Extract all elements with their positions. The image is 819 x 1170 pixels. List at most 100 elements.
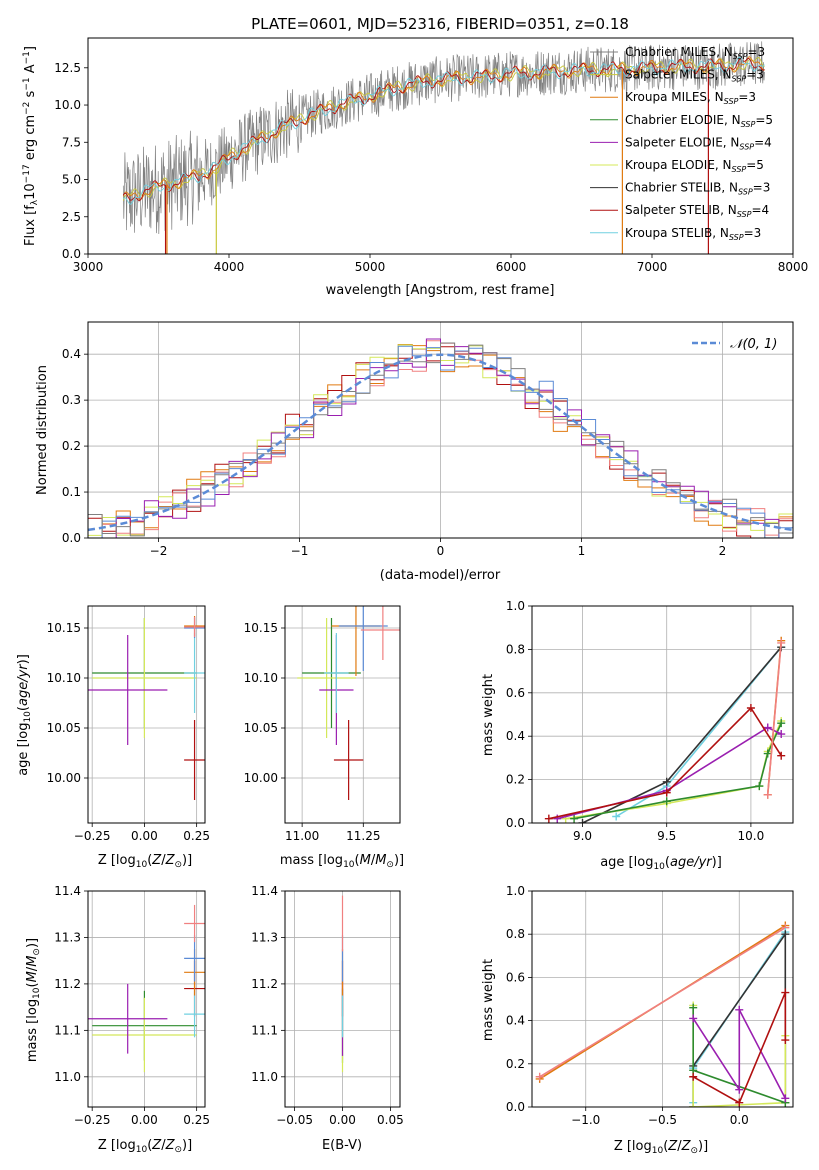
- plot-content: [122, 41, 765, 254]
- y-tick-label: 7.5: [62, 135, 81, 149]
- weight-marker: [763, 723, 772, 732]
- weight-series-line: [692, 1009, 787, 1099]
- weight-marker: [777, 719, 786, 728]
- x-tick-label: 0.00: [131, 829, 158, 843]
- y-tick-label: 0.3: [62, 393, 81, 407]
- y-tick-label: 11.0: [251, 1070, 278, 1084]
- weight-vs-age-xlabel: age [log10(age/yr)]: [600, 855, 722, 872]
- spectrum-panel: wavelength [Angstrom, rest frame] Flux […: [22, 37, 809, 298]
- axes-frame: [87, 605, 206, 824]
- plot-content: [88, 904, 205, 1073]
- y-tick-label: 11.1: [54, 1023, 81, 1037]
- weight-marker: [553, 814, 562, 823]
- y-tick-label: 10.00: [244, 771, 278, 785]
- axes-frame: [284, 605, 401, 824]
- age-vs-z-panel: −0.25 0.00 0.25 10.00 10.05 10.10 10.15 Z [log…: [16, 605, 210, 870]
- y-tick-label: 1.0: [506, 884, 525, 898]
- x-tick-label: 0.00: [329, 1113, 356, 1127]
- x-tick-label: −1.0: [571, 1113, 600, 1127]
- y-tick-label: 0.0: [506, 816, 525, 830]
- weight-marker: [735, 1085, 744, 1094]
- weight-marker: [781, 1036, 790, 1045]
- y-tick-label: 0.6: [506, 686, 525, 700]
- weight-vs-age-ylabel: mass weight: [481, 674, 496, 756]
- y-tick-label: 2.5: [62, 210, 81, 224]
- y-tick-label: 0.8: [506, 927, 525, 941]
- weight-marker: [781, 1094, 790, 1103]
- spectrum-xlabel: wavelength [Angstrom, rest frame]: [326, 283, 555, 298]
- y-tick-label: 0.4: [506, 729, 525, 743]
- y-tick-label: 10.05: [244, 721, 278, 735]
- weight-marker: [777, 730, 786, 739]
- weight-marker: [735, 1098, 744, 1107]
- weight-marker: [689, 1014, 698, 1023]
- y-tick-label: 0.2: [62, 439, 81, 453]
- y-tick-label: 5.0: [62, 173, 81, 187]
- weight-series-line: [557, 726, 782, 820]
- axes-frame: [284, 890, 401, 1108]
- weight-marker: [662, 788, 671, 797]
- y-tick-label: 0.8: [506, 642, 525, 656]
- plot-content: [88, 616, 205, 800]
- x-tick-label: 9.0: [573, 829, 592, 843]
- spectrum-model-line: [122, 57, 765, 201]
- y-tick-label: 11.4: [251, 884, 278, 898]
- y-tick-label: 0.0: [62, 247, 81, 261]
- x-tick-label: 6000: [496, 260, 527, 274]
- weight-vs-z-ylabel: mass weight: [481, 959, 496, 1041]
- y-tick-label: 10.00: [47, 771, 81, 785]
- weight-marker: [777, 751, 786, 760]
- x-tick-label: 4000: [214, 260, 245, 274]
- age-vs-z-xlabel: Z [log10(Z/Z⊙)]: [98, 853, 192, 870]
- weight-marker: [763, 790, 772, 799]
- x-tick-label: 0.25: [183, 829, 210, 843]
- y-tick-label: 10.10: [244, 671, 278, 685]
- x-tick-label: 11.00: [285, 829, 319, 843]
- weight-marker: [570, 814, 579, 823]
- mass-vs-z-xlabel: Z [log10(Z/Z⊙)]: [98, 1138, 192, 1155]
- weight-marker: [544, 814, 553, 823]
- figure-title: PLATE=0601, MJD=52316, FIBERID=0351, z=0…: [251, 15, 629, 33]
- age-vs-z-ylabel: age [log10(age/yr)]: [16, 654, 33, 776]
- weight-marker: [662, 797, 671, 806]
- weight-marker: [755, 782, 764, 791]
- y-tick-label: 0.0: [506, 1100, 525, 1114]
- residual-histogram: [88, 342, 793, 537]
- plot-content: [544, 636, 786, 823]
- axes-frame: [531, 605, 794, 824]
- weight-marker: [612, 812, 621, 821]
- legend-label: Salpeter STELIB, NSSP=4: [625, 203, 769, 219]
- x-tick-label: 5000: [355, 260, 386, 274]
- y-tick-label: 0.1: [62, 485, 81, 499]
- y-tick-label: 10.10: [47, 671, 81, 685]
- mass-vs-z-ylabel: mass [log10(M/M⊙)]: [25, 938, 42, 1062]
- y-tick-label: 1.0: [506, 599, 525, 613]
- y-tick-label: 12.5: [54, 61, 81, 75]
- age-vs-mass-panel: 11.00 11.25 10.00 10.05 10.10 10.15 mass [log…: [244, 605, 404, 870]
- mass-vs-ebv-xlabel: E(B-V): [322, 1138, 362, 1153]
- x-tick-label: −0.5: [648, 1113, 677, 1127]
- x-tick-label: −0.05: [276, 1113, 313, 1127]
- weight-marker: [689, 1103, 698, 1107]
- x-tick-label: 0: [437, 544, 445, 558]
- weight-series-line: [582, 646, 782, 823]
- spectrum-ylabel: Flux [fλ10−17 erg cm−2 s−1 A−1]: [22, 46, 40, 246]
- legend-label: Kroupa ELODIE, NSSP=5: [625, 158, 764, 174]
- weight-marker: [763, 749, 772, 758]
- residual-panel: (data-model)/error Normed distribution −…: [35, 321, 794, 583]
- residual-legend: 𝒩(0, 1): [692, 337, 777, 352]
- legend-label: Chabrier ELODIE, NSSP=5: [625, 113, 773, 129]
- weight-series-line: [565, 720, 782, 820]
- y-tick-label: 11.3: [54, 930, 81, 944]
- residual-xlabel: (data-model)/error: [380, 568, 501, 583]
- y-tick-label: 11.4: [54, 884, 81, 898]
- weight-marker: [777, 638, 786, 647]
- weight-series-line: [692, 992, 787, 1104]
- x-tick-label: 8000: [778, 260, 809, 274]
- x-tick-label: 7000: [637, 260, 668, 274]
- weight-vs-z-panel: −1.0 −0.5 0.0 0.0 0.2 0.4 0.6 0.8 1.0 Z [log10(Z…: [481, 884, 794, 1156]
- legend-label: Chabrier STELIB, NSSP=3: [625, 181, 770, 197]
- weight-series-line: [766, 642, 782, 795]
- plot-content: [297, 606, 400, 800]
- axes-frame: [87, 321, 794, 539]
